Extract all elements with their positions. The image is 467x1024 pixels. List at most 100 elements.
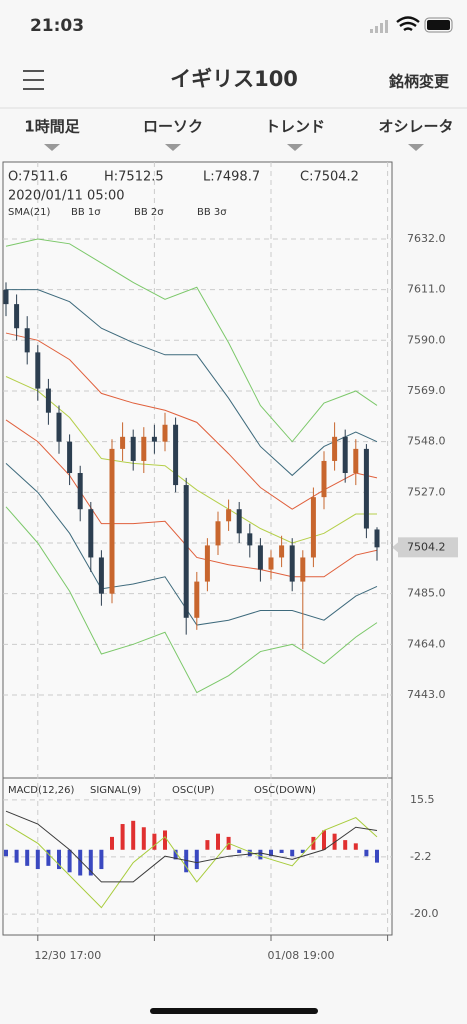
osc-bar xyxy=(311,836,316,850)
candle-body xyxy=(88,509,94,558)
osc-bar xyxy=(67,849,72,873)
nav-title: イギリス100 xyxy=(170,67,298,91)
candle-body xyxy=(56,412,62,442)
osc-bar xyxy=(216,833,220,850)
tab[interactable]: オシレータ xyxy=(378,118,453,136)
signal-icon xyxy=(370,20,388,33)
osc-bar xyxy=(269,849,273,857)
osc-bar xyxy=(375,849,379,863)
plot: 7443.07464.07485.07506.07527.07548.07569… xyxy=(3,162,458,962)
osc-bar xyxy=(4,849,8,857)
candle-body xyxy=(332,436,338,461)
tab-arrow xyxy=(44,144,60,151)
tab-arrow xyxy=(165,144,181,151)
legend-label: BB 3σ xyxy=(197,207,227,218)
x-tick-label: 12/30 17:00 xyxy=(34,949,101,962)
current-price-pointer xyxy=(392,542,398,553)
osc-bar xyxy=(141,827,146,850)
y-tick-label: 7464.0 xyxy=(407,637,446,650)
candle-body xyxy=(215,521,221,546)
legend-label: SIGNAL(9) xyxy=(90,785,141,796)
band-line xyxy=(5,376,377,544)
candle-body xyxy=(257,545,263,570)
tab-arrow xyxy=(408,144,424,151)
y-tick-label: 15.5 xyxy=(410,793,435,806)
candle-body xyxy=(141,436,147,461)
tab[interactable]: ローソク xyxy=(143,118,203,136)
candle-body xyxy=(194,581,200,618)
y-tick-label: 7443.0 xyxy=(407,688,446,701)
candle-body xyxy=(279,545,285,558)
band-line xyxy=(5,238,378,443)
candle-body xyxy=(173,424,179,486)
legend-label: BB 2σ xyxy=(134,207,164,218)
chart-frame xyxy=(2,161,393,936)
band-line xyxy=(6,289,378,477)
osc-bar xyxy=(110,836,114,850)
candle-body xyxy=(35,352,41,389)
y-tick-label: 7527.0 xyxy=(407,485,446,498)
y-tick-label: -2.2 xyxy=(410,850,431,863)
osc-bar xyxy=(205,840,210,850)
candle-body xyxy=(236,509,242,534)
status-time: 21:03 xyxy=(30,16,84,36)
osc-bar xyxy=(322,830,326,850)
candle-body xyxy=(204,545,210,582)
candle-body xyxy=(268,557,274,570)
y-tick-label: 7569.0 xyxy=(407,384,446,397)
candle-body xyxy=(45,388,51,413)
legend-label: SMA(21) xyxy=(8,207,50,218)
osc-bar xyxy=(184,849,189,873)
ohlc-info: C:7504.2 xyxy=(300,170,359,185)
osc-bar xyxy=(194,849,199,870)
osc-bar xyxy=(57,849,61,870)
candle-body xyxy=(24,328,30,353)
x-tick-label: 01/08 19:00 xyxy=(268,949,335,962)
candle-body xyxy=(374,529,380,548)
osc-bar xyxy=(131,820,136,850)
battery-level xyxy=(427,20,450,30)
ohlc-info: L:7498.7 xyxy=(203,170,260,185)
candle-body xyxy=(353,448,359,474)
candle-body xyxy=(98,557,104,594)
candle-body xyxy=(300,557,306,582)
tab[interactable]: 1時間足 xyxy=(24,118,80,136)
candle-body xyxy=(289,545,295,582)
candle-body xyxy=(14,304,20,329)
osc-bar xyxy=(300,849,305,853)
osc-bar xyxy=(99,849,104,870)
candle-body xyxy=(130,436,136,461)
candle-body xyxy=(247,533,253,546)
y-tick-label: 7611.0 xyxy=(407,283,446,296)
tab-arrow xyxy=(287,144,303,151)
candle-body xyxy=(342,436,348,474)
y-tick-label: 7485.0 xyxy=(407,587,446,600)
y-tick-label: 7632.0 xyxy=(407,232,446,245)
candle-body xyxy=(226,509,232,522)
wifi-icon xyxy=(396,16,420,31)
change-symbol-button[interactable]: 銘柄変更 xyxy=(389,73,450,91)
candle-body xyxy=(120,436,126,449)
osc-bar xyxy=(35,849,40,870)
legend-label: OSC(UP) xyxy=(172,785,214,796)
osc-bar xyxy=(88,849,93,876)
candle-body xyxy=(183,485,189,618)
current-price-box xyxy=(398,537,458,558)
tab[interactable]: トレンド xyxy=(265,118,325,136)
y-tick-label: -20.0 xyxy=(410,907,438,920)
legend-label: BB 1σ xyxy=(71,207,101,218)
menu-button[interactable] xyxy=(23,70,44,90)
osc-bar xyxy=(78,849,83,876)
ohlc-info: O:7511.6 xyxy=(8,170,68,185)
candle-body xyxy=(162,424,168,442)
osc-bar xyxy=(173,849,178,860)
ohlc-info: H:7512.5 xyxy=(104,170,164,185)
macd-line xyxy=(5,810,378,883)
osc-bar xyxy=(120,824,125,850)
osc-bar xyxy=(247,849,252,857)
date-info: 2020/01/11 05:00 xyxy=(8,189,125,204)
home-indicator xyxy=(150,1008,318,1014)
osc-bar xyxy=(279,849,284,853)
